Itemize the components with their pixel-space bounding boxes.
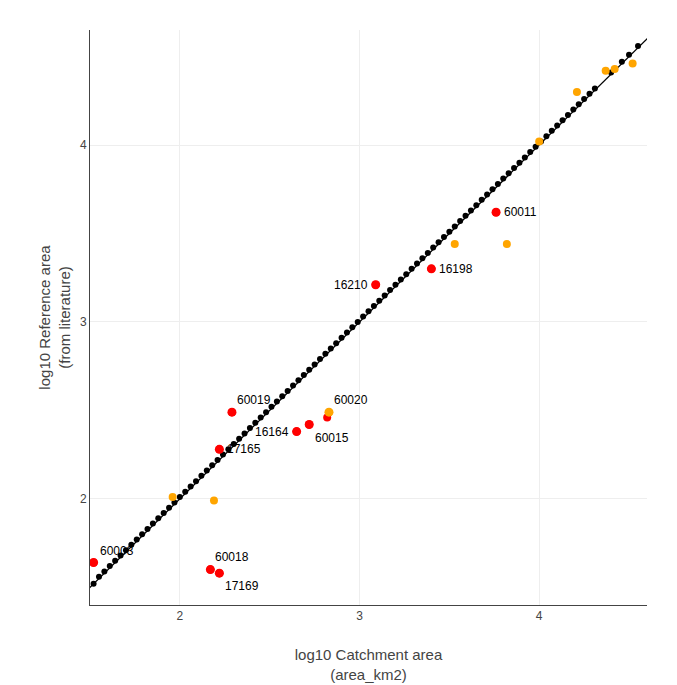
svg-text:log10 Catchment area(area_km2): log10 Catchment area(area_km2) bbox=[295, 646, 443, 683]
svg-text:4: 4 bbox=[80, 138, 87, 152]
svg-text:16164: 16164 bbox=[255, 425, 289, 439]
svg-text:16198: 16198 bbox=[439, 262, 473, 276]
svg-text:3: 3 bbox=[80, 315, 87, 329]
svg-text:60020: 60020 bbox=[334, 393, 368, 407]
svg-text:16210: 16210 bbox=[334, 278, 368, 292]
svg-text:2: 2 bbox=[176, 609, 183, 623]
svg-text:2: 2 bbox=[80, 492, 87, 506]
svg-text:60011: 60011 bbox=[504, 205, 537, 219]
svg-text:17169: 17169 bbox=[225, 579, 259, 593]
svg-text:60018: 60018 bbox=[215, 550, 249, 564]
svg-text:17165: 17165 bbox=[227, 442, 261, 456]
svg-text:4: 4 bbox=[536, 609, 543, 623]
svg-text:60015: 60015 bbox=[315, 431, 349, 445]
svg-text:60003: 60003 bbox=[100, 544, 134, 558]
svg-text:3: 3 bbox=[356, 609, 363, 623]
svg-text:log10 Reference area(from lite: log10 Reference area(from literature) bbox=[36, 245, 73, 390]
svg-text:60019: 60019 bbox=[237, 393, 271, 407]
